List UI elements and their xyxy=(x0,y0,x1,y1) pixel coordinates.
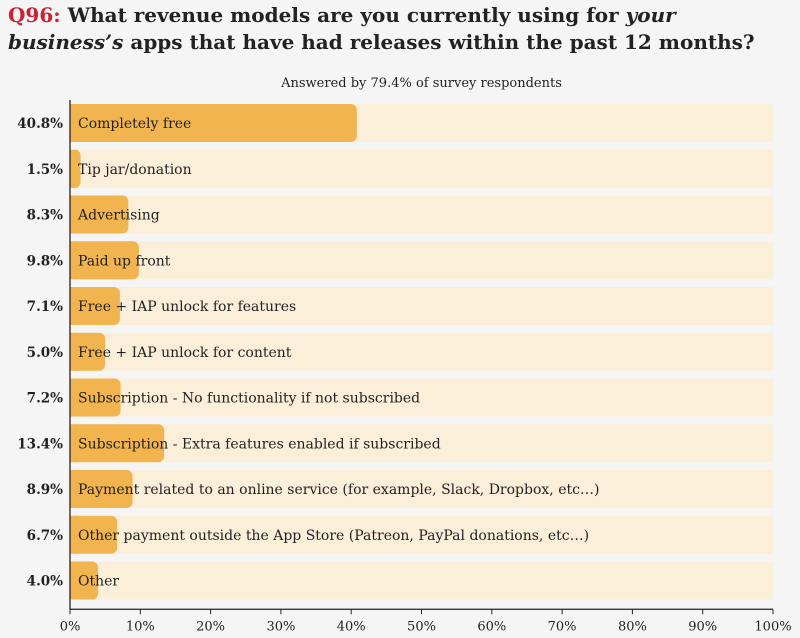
bar xyxy=(70,332,106,371)
category-label: Subscription - No functionality if not s… xyxy=(78,391,420,407)
bar-track xyxy=(70,378,773,417)
data-label: 4.0% xyxy=(27,574,63,590)
x-tick-label: 50% xyxy=(407,619,436,634)
category-label: Free + IAP unlock for features xyxy=(78,299,296,315)
data-label: 5.0% xyxy=(27,345,63,361)
title-text-1: What revenue models are you currently us… xyxy=(60,3,626,27)
category-label: Free + IAP unlock for content xyxy=(78,345,292,361)
data-label: 7.2% xyxy=(27,391,63,407)
bar xyxy=(70,424,165,463)
data-label: 8.9% xyxy=(27,482,63,498)
x-tick-label: 10% xyxy=(126,619,155,634)
category-label: Advertising xyxy=(77,208,160,224)
bar xyxy=(70,104,357,142)
bar-track xyxy=(70,470,773,508)
x-tick-label: 60% xyxy=(477,619,506,634)
bar-base xyxy=(70,287,78,325)
title-emphasis: your business’s xyxy=(8,3,676,54)
bar-base xyxy=(70,195,78,234)
x-tick-label: 80% xyxy=(618,619,647,634)
bar-base xyxy=(70,515,78,554)
bar-base xyxy=(70,241,78,280)
bar-track xyxy=(70,195,773,234)
bar xyxy=(70,378,121,417)
bar-track xyxy=(70,241,773,280)
x-tick-label: 90% xyxy=(688,619,717,634)
x-tick-label: 20% xyxy=(196,619,225,634)
category-label: Payment related to an online service (fo… xyxy=(78,482,599,498)
x-tick-label: 70% xyxy=(548,619,577,634)
data-label: 8.3% xyxy=(27,208,63,224)
question-number: Q96: xyxy=(8,3,61,27)
x-tick-label: 100% xyxy=(754,619,791,634)
bar-base xyxy=(70,470,78,508)
chart-title: Q96: What revenue models are you current… xyxy=(8,2,788,56)
bar-track xyxy=(70,515,773,554)
data-label: 40.8% xyxy=(17,116,63,132)
bar-base xyxy=(70,378,78,417)
bar-track xyxy=(70,287,773,325)
category-label: Other xyxy=(78,574,119,590)
chart-subtitle: Answered by 79.4% of survey respondents xyxy=(281,76,562,91)
bar-base xyxy=(70,332,78,371)
data-label: 7.1% xyxy=(27,299,63,315)
data-label: 6.7% xyxy=(27,528,63,544)
bar xyxy=(70,470,133,508)
data-label: 9.8% xyxy=(27,253,63,269)
x-tick-label: 30% xyxy=(266,619,295,634)
category-label: Completely free xyxy=(78,116,191,132)
bar-base xyxy=(70,424,78,463)
bar xyxy=(70,241,139,280)
bar-track xyxy=(70,149,773,188)
bar-track xyxy=(70,561,773,600)
bar-track xyxy=(70,424,773,463)
bar xyxy=(70,195,129,234)
category-label: Tip jar/donation xyxy=(78,162,192,178)
x-tick-label: 40% xyxy=(337,619,366,634)
title-text-2: apps that have had releases within the p… xyxy=(123,30,755,54)
data-label: 13.4% xyxy=(17,436,63,452)
category-label: Other payment outside the App Store (Pat… xyxy=(78,528,589,544)
bar-base xyxy=(70,104,78,142)
bar xyxy=(70,515,118,554)
category-label: Subscription - Extra features enabled if… xyxy=(78,436,441,452)
bar-track xyxy=(70,332,773,371)
x-tick-label: 0% xyxy=(60,619,81,634)
category-label: Paid up front xyxy=(78,253,171,269)
bar-base xyxy=(70,149,78,188)
bar xyxy=(70,287,120,325)
data-label: 1.5% xyxy=(27,162,63,178)
bar-base xyxy=(70,561,78,600)
